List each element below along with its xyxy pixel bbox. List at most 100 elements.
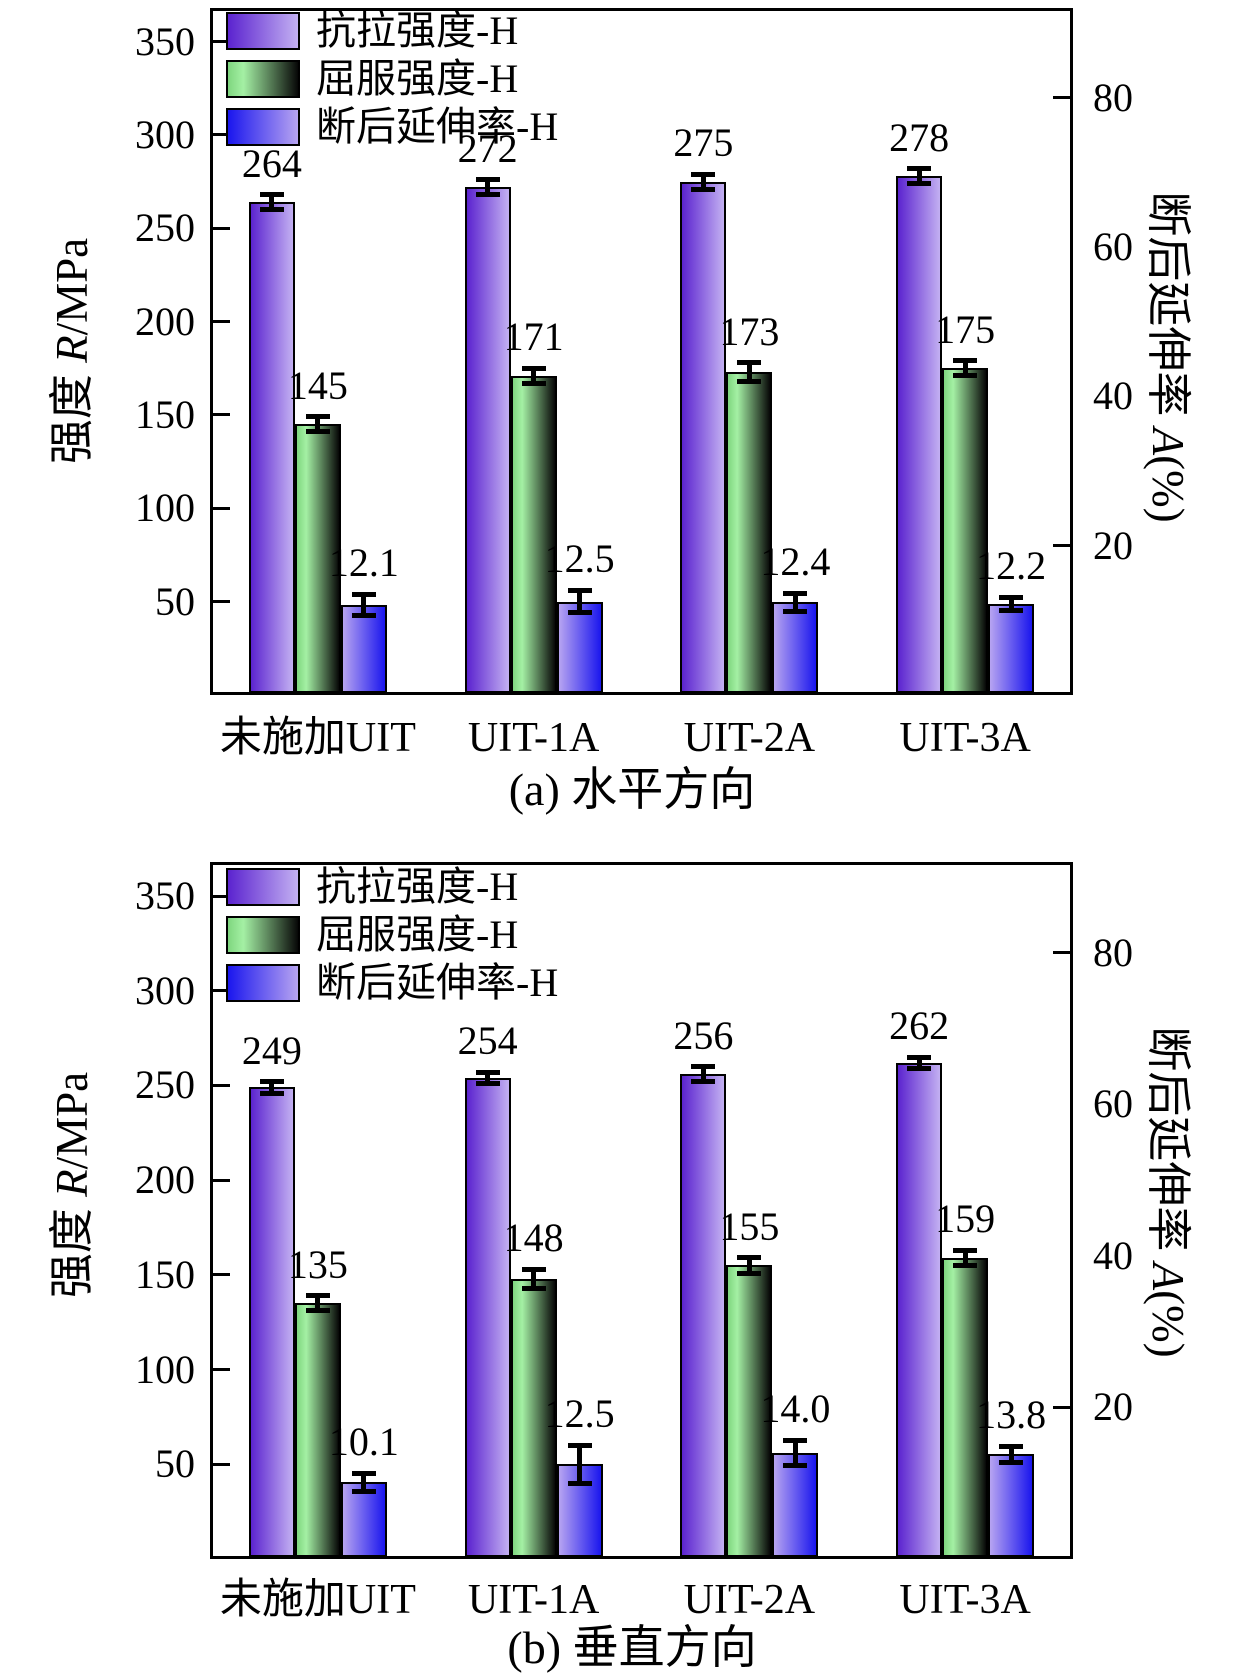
left-axis-tick-mark [213, 1083, 230, 1087]
error-bar-line [916, 168, 922, 184]
value-label: 12.1 [328, 540, 399, 586]
x-category-label: 未施加UIT [219, 1577, 416, 1623]
left-axis-tick-label: 50 [155, 1441, 195, 1487]
right-axis-tick-label: 60 [1093, 223, 1133, 269]
value-label: 13.8 [976, 1392, 1047, 1438]
error-bar-cap [351, 591, 376, 597]
value-label: 278 [889, 114, 950, 160]
value-label: 272 [457, 125, 518, 171]
bar-tensile [248, 1087, 295, 1557]
error-bar-line [531, 368, 537, 384]
right-axis-title-unit: (%) [1143, 1290, 1193, 1358]
value-label: 148 [503, 1215, 564, 1261]
left-axis-tick-mark [213, 413, 230, 417]
error-bar-cap [259, 192, 284, 198]
value-label: 256 [673, 1012, 734, 1058]
bar-yield [726, 1265, 773, 1557]
error-bar-line [1008, 1446, 1014, 1463]
bar-elongation [988, 603, 1035, 693]
x-category-label: 未施加UIT [219, 715, 416, 761]
error-bar-cap [953, 1262, 978, 1268]
value-label: 12.5 [544, 536, 615, 582]
error-bar-cap [567, 587, 592, 593]
error-bar-cap [691, 1079, 716, 1085]
x-category-label: UIT-1A [467, 1577, 600, 1623]
error-bar-cap [351, 1470, 376, 1476]
bar-elongation [772, 602, 819, 693]
error-bar-cap [953, 358, 978, 364]
bar-elongation [556, 601, 603, 693]
error-bar-cap [737, 1270, 762, 1276]
legend-swatch-elongation [226, 108, 300, 146]
left-axis-tick-label: 100 [135, 1346, 195, 1392]
caption-b: (b) 垂直方向 [507, 1622, 757, 1673]
error-bar-cap [567, 610, 592, 616]
left-axis-tick-mark [213, 40, 230, 44]
error-bar-cap [999, 1460, 1024, 1466]
value-label: 159 [935, 1196, 996, 1242]
bar-tensile [464, 1077, 511, 1557]
legend-label: 屈服强度-H [316, 912, 519, 957]
error-bar-cap [999, 594, 1024, 600]
error-bar-cap [567, 1442, 592, 1448]
error-bar-cap [521, 1285, 546, 1291]
error-bar-cap [475, 1069, 500, 1075]
left-axis-tick-label: 250 [135, 205, 195, 251]
legend-label: 抗拉强度-H [316, 8, 519, 53]
right-axis-tick-label: 80 [1093, 74, 1133, 120]
error-bar-cap [351, 1489, 376, 1495]
right-axis-title-text: 断后延伸率 [1143, 1026, 1193, 1263]
left-axis-tick-label: 300 [135, 967, 195, 1013]
error-bar-line [746, 362, 752, 382]
error-bar-cap [475, 1081, 500, 1087]
x-category-label: UIT-2A [683, 1577, 816, 1623]
error-bar-line [361, 1473, 367, 1492]
bar-elongation [988, 1454, 1035, 1557]
error-bar-line [962, 360, 968, 376]
right-axis-tick-mark [1053, 1405, 1070, 1409]
error-bar-line [531, 1269, 537, 1289]
x-category-label: UIT-3A [899, 1577, 1031, 1623]
error-bar-line [485, 179, 491, 195]
error-bar-line [962, 1250, 968, 1266]
right-axis-tick-label: 20 [1093, 1384, 1133, 1430]
left-axis-tick-label: 150 [135, 1251, 195, 1297]
left-axis-tick-mark [213, 600, 230, 604]
bar-elongation [772, 1452, 819, 1557]
legend-label: 断后延伸率-H [316, 960, 559, 1005]
error-bar-cap [567, 1480, 592, 1486]
error-bar-cap [305, 429, 330, 435]
right-axis-tick-label: 40 [1093, 1232, 1133, 1278]
legend-label: 屈服强度-H [316, 56, 519, 101]
left-axis-tick-mark [213, 1462, 230, 1466]
error-bar-cap [259, 1090, 284, 1096]
value-label: 175 [935, 306, 996, 352]
value-label: 14.0 [760, 1386, 831, 1432]
value-label: 171 [503, 314, 564, 360]
value-label: 254 [457, 1018, 518, 1064]
error-bar-cap [907, 1054, 932, 1060]
right-axis-tick-label: 80 [1093, 929, 1133, 975]
error-bar-cap [521, 365, 546, 371]
left-axis-tick-mark [213, 506, 230, 510]
value-label: 10.1 [328, 1419, 399, 1465]
left-axis-tick-mark [213, 1178, 230, 1182]
caption-a: (a) 水平方向 [508, 764, 756, 815]
x-category-label: UIT-2A [683, 715, 816, 761]
bar-tensile [464, 187, 511, 693]
legend-swatch-tensile [226, 868, 300, 906]
error-bar-cap [783, 1437, 808, 1443]
value-label: 135 [287, 1241, 348, 1287]
left-axis-tick-mark [213, 989, 230, 993]
error-bar-line [315, 1295, 321, 1311]
error-bar-cap [691, 1064, 716, 1070]
error-bar-line [700, 1066, 706, 1082]
error-bar-cap [691, 186, 716, 192]
value-label: 249 [241, 1027, 302, 1073]
value-label: 264 [241, 140, 302, 186]
right-axis-tick-label: 60 [1093, 1081, 1133, 1127]
error-bar-line [916, 1057, 922, 1069]
right-axis-tick-label: 20 [1093, 522, 1133, 568]
